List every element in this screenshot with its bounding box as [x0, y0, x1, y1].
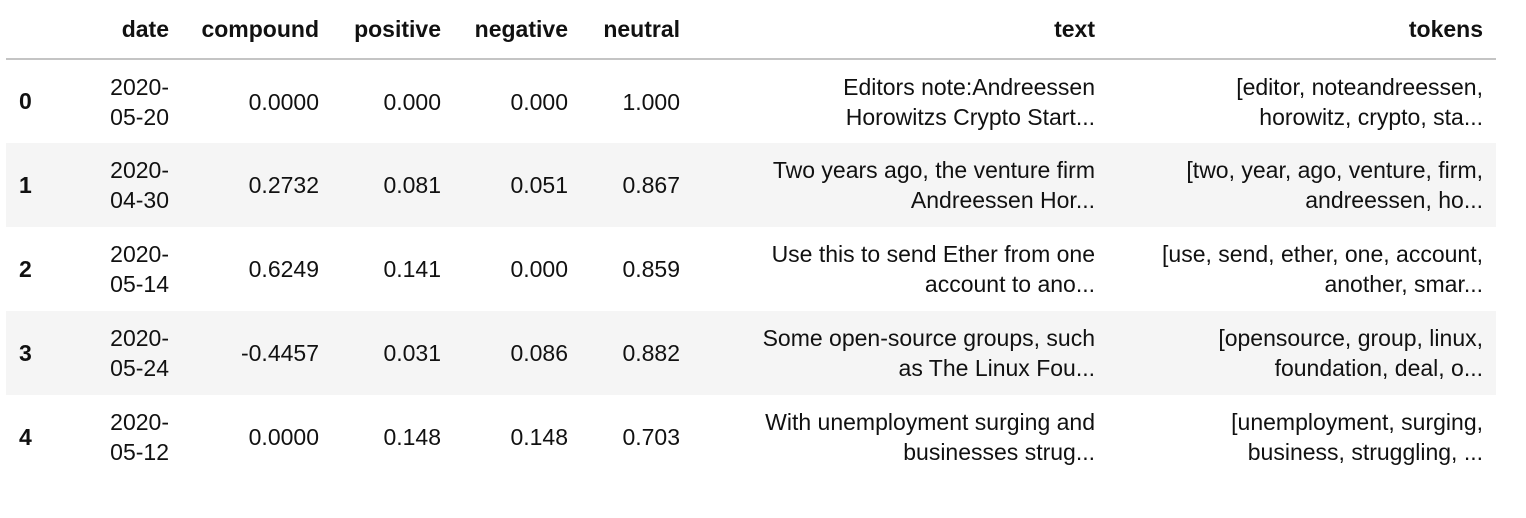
table-row: 4 2020- 05-12 0.0000 0.148 0.148 0.703 Wi…	[6, 395, 1496, 479]
negative-cell: 0.086	[510, 340, 568, 366]
date-cell: 2020- 04-30	[72, 143, 182, 227]
negative-cell: 0.000	[510, 256, 568, 282]
header-row: date compound positive negative neutral …	[6, 0, 1496, 60]
tokens-line: [two, year, ago, venture, firm,	[1186, 157, 1483, 183]
text-cell: Use this to send Ether from one account t…	[693, 227, 1108, 311]
compound-cell: 0.0000	[248, 424, 319, 450]
text-line: Some open-source groups, such	[762, 325, 1095, 351]
tokens-line: [unemployment, surging,	[1231, 409, 1483, 435]
text-line: Horowitzs Crypto Start...	[845, 103, 1095, 130]
neutral-cell: 0.859	[622, 256, 680, 282]
tokens-line: andreessen, ho...	[1305, 187, 1483, 213]
date-line: 05-20	[110, 103, 169, 130]
date-line: 2020-	[110, 325, 169, 351]
tokens-cell: [two, year, ago, venture, firm, andreesse…	[1108, 143, 1496, 227]
positive-cell: 0.081	[383, 172, 441, 198]
positive-cell: 0.148	[383, 424, 441, 450]
column-header-compound: compound	[182, 0, 332, 60]
date-cell: 2020- 05-12	[72, 395, 182, 479]
tokens-line: [editor, noteandreessen,	[1236, 73, 1483, 100]
table-row: 2 2020- 05-14 0.6249 0.141 0.000 0.859 Us…	[6, 227, 1496, 311]
positive-cell: 0.141	[383, 256, 441, 282]
positive-cell: 0.000	[383, 88, 441, 115]
row-index: 3	[19, 339, 32, 366]
text-cell: Two years ago, the venture firm Andreesse…	[693, 143, 1108, 227]
column-header-negative: negative	[454, 0, 581, 60]
text-line: account to ano...	[924, 271, 1095, 297]
date-line: 2020-	[110, 73, 169, 100]
neutral-cell: 0.882	[622, 340, 680, 366]
row-index: 2	[19, 255, 32, 282]
text-line: Editors note:Andreessen	[843, 73, 1095, 100]
text-cell: Editors note:Andreessen Horowitzs Crypto …	[693, 59, 1108, 143]
table-header: date compound positive negative neutral …	[6, 0, 1496, 60]
row-index: 0	[19, 88, 32, 114]
tokens-cell: [editor, noteandreessen, horowitz, crypto…	[1108, 59, 1496, 143]
table-row: 0 2020- 05-20 0.0000 0.000 0.000 1.000 Ed…	[6, 59, 1496, 143]
dataframe-output: date compound positive negative neutral …	[6, 0, 1496, 479]
tokens-cell: [unemployment, surging, business, struggl…	[1108, 395, 1496, 479]
negative-cell: 0.148	[510, 424, 568, 450]
column-header-tokens: tokens	[1108, 0, 1496, 60]
table-body: 0 2020- 05-20 0.0000 0.000 0.000 1.000 Ed…	[6, 59, 1496, 479]
table-row: 3 2020- 05-24 -0.4457 0.031 0.086 0.882 S…	[6, 311, 1496, 395]
compound-cell: 0.6249	[248, 256, 319, 282]
neutral-cell: 0.703	[622, 424, 680, 450]
text-cell: Some open-source groups, such as The Linu…	[693, 311, 1108, 395]
column-header-positive: positive	[332, 0, 454, 60]
column-header-date: date	[72, 0, 182, 60]
table-row: 1 2020- 04-30 0.2732 0.081 0.051 0.867 Tw…	[6, 143, 1496, 227]
tokens-line: business, struggling, ...	[1247, 439, 1483, 465]
text-line: Andreessen Hor...	[910, 187, 1095, 213]
date-line: 2020-	[110, 157, 169, 183]
date-cell: 2020- 05-20	[72, 59, 182, 143]
text-line: as The Linux Fou...	[898, 355, 1095, 381]
date-cell: 2020- 05-14	[72, 227, 182, 311]
row-index: 1	[19, 171, 32, 198]
dataframe-table: date compound positive negative neutral …	[6, 0, 1496, 479]
text-cell: With unemployment surging and businesses …	[693, 395, 1108, 479]
text-line: businesses strug...	[903, 439, 1095, 465]
compound-cell: -0.4457	[240, 340, 319, 366]
date-line: 05-12	[110, 439, 169, 465]
tokens-cell: [opensource, group, linux, foundation, de…	[1108, 311, 1496, 395]
date-line: 04-30	[110, 187, 169, 213]
compound-cell: 0.0000	[248, 88, 319, 115]
date-cell: 2020- 05-24	[72, 311, 182, 395]
tokens-line: [opensource, group, linux,	[1218, 325, 1483, 351]
text-line: With unemployment surging and	[765, 409, 1095, 435]
compound-cell: 0.2732	[248, 172, 319, 198]
date-line: 2020-	[110, 409, 169, 435]
tokens-line: horowitz, crypto, sta...	[1259, 103, 1483, 130]
column-header-index	[6, 0, 72, 60]
neutral-cell: 1.000	[622, 88, 680, 115]
column-header-text: text	[693, 0, 1108, 60]
tokens-cell: [use, send, ether, one, account, another,…	[1108, 227, 1496, 311]
tokens-line: another, smar...	[1324, 271, 1483, 297]
negative-cell: 0.000	[510, 88, 568, 115]
text-line: Use this to send Ether from one	[771, 241, 1095, 267]
positive-cell: 0.031	[383, 340, 441, 366]
neutral-cell: 0.867	[622, 172, 680, 198]
date-line: 2020-	[110, 241, 169, 267]
text-line: Two years ago, the venture firm	[772, 157, 1095, 183]
date-line: 05-14	[110, 271, 169, 297]
tokens-line: foundation, deal, o...	[1274, 355, 1483, 381]
negative-cell: 0.051	[510, 172, 568, 198]
column-header-neutral: neutral	[581, 0, 693, 60]
date-line: 05-24	[110, 355, 169, 381]
row-index: 4	[19, 423, 32, 450]
tokens-line: [use, send, ether, one, account,	[1162, 241, 1483, 267]
